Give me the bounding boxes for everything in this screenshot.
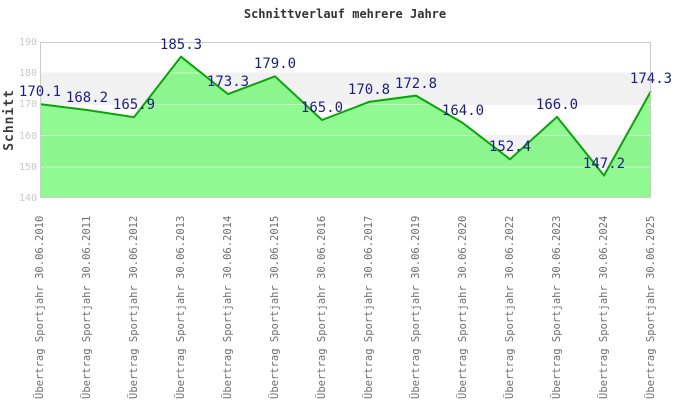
x-axis-label: Übertrag Sportjahr 30.06.2023 <box>550 215 564 399</box>
x-axis-label: Übertrag Sportjahr 30.06.2025 <box>644 215 658 399</box>
x-axis-label-text: Übertrag Sportjahr 30.06.2010 <box>34 215 46 399</box>
value-label: 166.0 <box>535 96 579 113</box>
y-axis-tick-label: 190 <box>18 37 37 48</box>
x-axis-label-text: Übertrag Sportjahr 30.06.2013 <box>175 215 187 399</box>
value-label: 168.2 <box>65 90 109 107</box>
value-label: 174.3 <box>629 70 673 87</box>
plot-border <box>40 42 651 198</box>
value-label: 185.3 <box>159 36 203 53</box>
value-label: 172.8 <box>394 75 438 92</box>
value-label: 173.3 <box>206 74 250 91</box>
x-axis-label: Übertrag Sportjahr 30.06.2014 <box>221 215 235 399</box>
x-axis-label: Übertrag Sportjahr 30.06.2017 <box>362 215 376 399</box>
x-axis-label-text: Übertrag Sportjahr 30.06.2015 <box>269 215 281 399</box>
x-axis-label: Übertrag Sportjahr 30.06.2012 <box>127 215 141 399</box>
area-fill <box>40 56 651 198</box>
x-axis-label-text: Übertrag Sportjahr 30.06.2023 <box>551 215 563 399</box>
value-label: 170.8 <box>347 81 391 98</box>
x-axis-label: Übertrag Sportjahr 30.06.2022 <box>503 215 517 399</box>
y-axis-tick-label: 180 <box>18 68 37 80</box>
grid-band <box>40 73 651 105</box>
grid-band <box>40 42 651 74</box>
x-axis-label: Übertrag Sportjahr 30.06.2010 <box>33 215 47 399</box>
x-axis-label-text: Übertrag Sportjahr 30.06.2012 <box>128 215 140 399</box>
value-label: 170.1 <box>18 84 62 101</box>
x-axis-label-text: Übertrag Sportjahr 30.06.2014 <box>222 215 234 399</box>
x-axis-label-text: Übertrag Sportjahr 30.06.2017 <box>363 215 375 399</box>
x-axis-label-text: Übertrag Sportjahr 30.06.2024 <box>598 215 610 399</box>
chart-title: Schnittverlauf mehrere Jahre <box>243 7 447 21</box>
x-axis-label: Übertrag Sportjahr 30.06.2013 <box>174 215 188 399</box>
x-axis-label-text: Übertrag Sportjahr 30.06.2016 <box>316 215 328 399</box>
data-line <box>39 55 652 177</box>
x-axis-label: Übertrag Sportjahr 30.06.2020 <box>456 215 470 399</box>
value-label: 147.2 <box>582 155 626 172</box>
value-label: 165.9 <box>112 97 156 114</box>
x-axis-label-text: Übertrag Sportjahr 30.06.2025 <box>645 215 657 399</box>
value-label: 152.4 <box>488 139 532 156</box>
x-axis-label-text: Übertrag Sportjahr 30.06.2019 <box>410 215 422 399</box>
x-axis-label-text: Übertrag Sportjahr 30.06.2011 <box>81 215 93 399</box>
y-axis-tick-label: 170 <box>18 99 37 111</box>
x-axis-label-text: Übertrag Sportjahr 30.06.2020 <box>457 215 469 399</box>
y-axis-tick-label: 140 <box>18 193 37 204</box>
y-axis-tick-label: 150 <box>18 161 37 173</box>
value-label: 165.0 <box>300 100 344 116</box>
value-label: 164.0 <box>441 103 485 120</box>
x-axis-label: Übertrag Sportjahr 30.06.2019 <box>409 215 423 399</box>
x-axis-label: Übertrag Sportjahr 30.06.2016 <box>315 215 329 399</box>
y-axis-tick-label: 160 <box>18 130 37 142</box>
x-axis-label: Übertrag Sportjahr 30.06.2024 <box>597 215 611 399</box>
value-label: 179.0 <box>253 56 297 73</box>
x-axis-label: Übertrag Sportjahr 30.06.2015 <box>268 215 282 399</box>
x-axis-label-text: Übertrag Sportjahr 30.06.2022 <box>504 215 516 399</box>
x-axis-label: Übertrag Sportjahr 30.06.2011 <box>80 215 94 399</box>
